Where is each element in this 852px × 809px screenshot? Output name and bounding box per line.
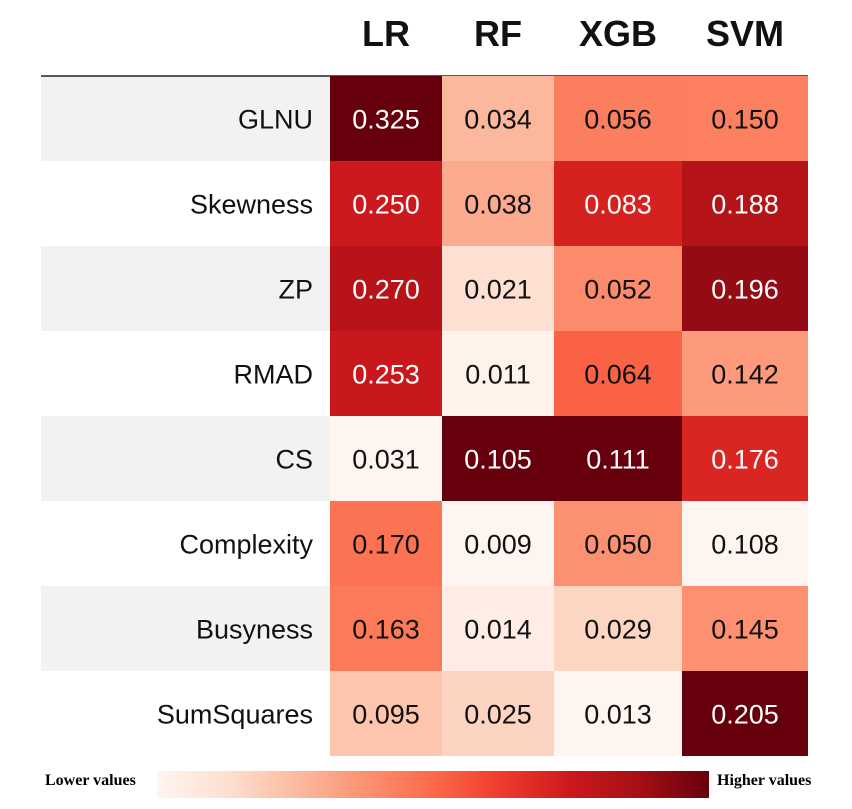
heatmap-cell	[330, 671, 442, 756]
heatmap-cell	[442, 246, 554, 331]
heatmap-cell	[554, 331, 682, 416]
heatmap-cell	[442, 586, 554, 671]
heatmap-cell	[554, 246, 682, 331]
cell-value-label: 0.142	[711, 360, 779, 390]
cell-value-label: 0.270	[352, 275, 420, 305]
row-stripe	[41, 671, 330, 756]
cell-value-label: 0.250	[352, 190, 420, 220]
row-stripe	[41, 331, 330, 416]
column-header: LR	[362, 13, 410, 54]
row-label: ZP	[278, 275, 313, 305]
row-label: SumSquares	[157, 700, 313, 730]
row-stripe	[41, 161, 330, 246]
row-stripe	[41, 416, 330, 501]
cell-value-label: 0.083	[584, 190, 652, 220]
heatmap-cell	[554, 586, 682, 671]
row-stripe	[41, 76, 330, 161]
heatmap-cell	[682, 671, 808, 756]
row-label: Skewness	[190, 190, 313, 220]
row-label: Busyness	[196, 615, 313, 645]
heatmap-cell	[682, 76, 808, 161]
column-header: XGB	[579, 13, 657, 54]
cell-value-label: 0.176	[711, 445, 779, 475]
row-label: CS	[275, 445, 313, 475]
heatmap-cell	[330, 76, 442, 161]
heatmap-cell	[330, 501, 442, 586]
heatmap-cell	[330, 161, 442, 246]
cell-value-label: 0.111	[586, 445, 650, 475]
heatmap-cell	[442, 671, 554, 756]
cell-value-label: 0.011	[465, 360, 531, 390]
heatmap-cell	[442, 331, 554, 416]
column-header: RF	[474, 13, 522, 54]
heatmap-cell	[682, 331, 808, 416]
heatmap-cell	[682, 416, 808, 501]
cell-value-label: 0.105	[464, 445, 532, 475]
cell-value-label: 0.170	[352, 530, 420, 560]
heatmap-cell	[554, 76, 682, 161]
cell-value-label: 0.108	[711, 530, 779, 560]
cell-value-label: 0.013	[584, 700, 652, 730]
heatmap-cell	[330, 416, 442, 501]
cell-value-label: 0.188	[711, 190, 779, 220]
cell-value-label: 0.031	[352, 445, 420, 475]
heatmap-cell	[682, 501, 808, 586]
cell-value-label: 0.196	[711, 275, 779, 305]
heatmap-cell	[682, 246, 808, 331]
cell-value-label: 0.163	[352, 615, 420, 645]
heatmap-cell	[330, 586, 442, 671]
cell-value-label: 0.025	[464, 700, 532, 730]
cell-value-label: 0.150	[711, 105, 779, 135]
cell-value-label: 0.095	[352, 700, 420, 730]
heatmap-chart: LR RF XGB SVM GLNU 0.325 0.034 0.056 0.150 Skewne…	[41, 13, 808, 756]
row-stripe	[41, 246, 330, 331]
cell-value-label: 0.325	[352, 105, 420, 135]
cell-value-label: 0.205	[711, 700, 779, 730]
column-header: SVM	[706, 13, 784, 54]
cell-value-label: 0.056	[584, 105, 652, 135]
heatmap-cell	[330, 331, 442, 416]
cell-value-label: 0.021	[464, 275, 532, 305]
heatmap-cell	[442, 161, 554, 246]
row-stripe	[41, 586, 330, 671]
cell-value-label: 0.029	[584, 615, 652, 645]
cell-value-label: 0.034	[464, 105, 532, 135]
cell-value-label: 0.253	[352, 360, 420, 390]
row-label: GLNU	[238, 105, 313, 135]
row-stripe	[41, 501, 330, 586]
heatmap-cell	[442, 501, 554, 586]
heatmap-cell	[682, 161, 808, 246]
heatmap-cell	[554, 416, 682, 501]
heatmap-cell	[554, 501, 682, 586]
cell-value-label: 0.145	[711, 615, 779, 645]
row-label: RMAD	[234, 360, 314, 390]
heatmap-cell	[330, 246, 442, 331]
heatmap-cell	[442, 416, 554, 501]
heatmap-cell	[442, 76, 554, 161]
heatmap-cell	[554, 161, 682, 246]
legend-color-bar	[157, 771, 709, 798]
heatmap-cell	[554, 671, 682, 756]
cell-value-label: 0.038	[464, 190, 532, 220]
legend-high-label: Higher values	[717, 772, 812, 789]
legend-low-label: Lower values	[45, 772, 136, 789]
cell-value-label: 0.064	[584, 360, 652, 390]
cell-value-label: 0.014	[464, 615, 532, 645]
cell-value-label: 0.050	[584, 530, 652, 560]
cell-value-label: 0.052	[584, 275, 652, 305]
row-label: Complexity	[179, 530, 313, 560]
heatmap-cell	[682, 586, 808, 671]
cell-value-label: 0.009	[464, 530, 532, 560]
